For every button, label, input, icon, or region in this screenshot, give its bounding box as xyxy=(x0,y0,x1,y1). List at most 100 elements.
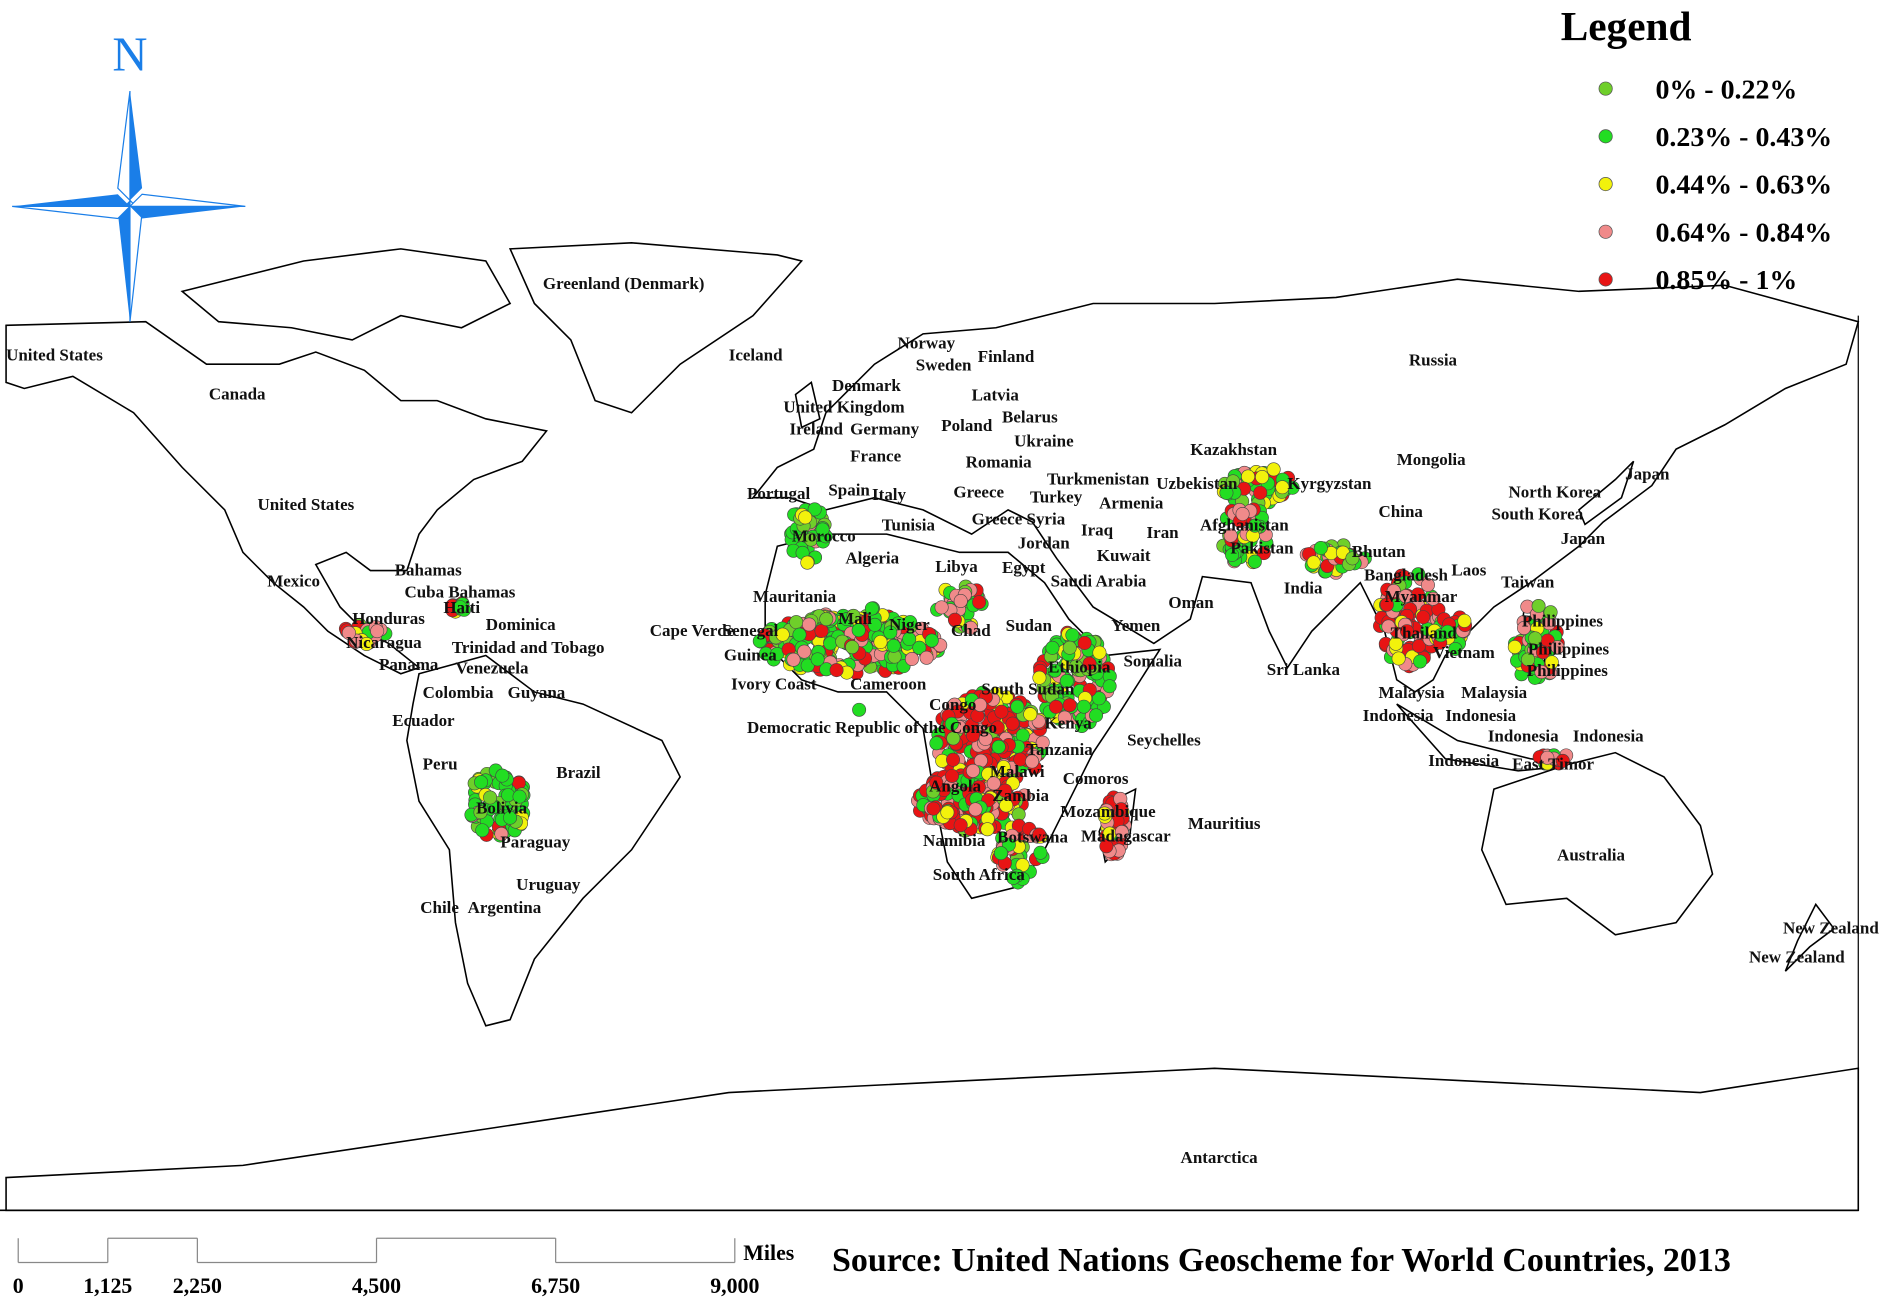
data-point xyxy=(473,805,488,820)
country-label: United Kingdom xyxy=(783,398,904,417)
data-point xyxy=(1388,636,1403,651)
country-label: Belarus xyxy=(1002,407,1058,426)
data-point xyxy=(1089,708,1104,723)
data-point xyxy=(1531,598,1546,613)
data-point xyxy=(1062,640,1077,655)
country-label: Oman xyxy=(1168,593,1214,612)
data-point xyxy=(1023,707,1038,722)
data-point xyxy=(986,776,1001,791)
data-point xyxy=(503,810,518,825)
country-label: Vietnam xyxy=(1433,643,1495,662)
scale-label: 0 xyxy=(13,1274,24,1298)
data-point xyxy=(800,658,815,673)
country-label: Turkmenistan xyxy=(1047,469,1150,488)
data-point xyxy=(973,697,988,712)
data-point xyxy=(1345,551,1360,566)
data-point xyxy=(968,802,983,817)
data-point xyxy=(815,522,830,537)
country-label: Pakistan xyxy=(1230,539,1294,558)
data-point xyxy=(1102,679,1117,694)
country-label: Haiti xyxy=(443,598,480,617)
data-point xyxy=(1426,591,1441,606)
data-point xyxy=(1219,485,1234,500)
country-label: Myanmar xyxy=(1385,587,1458,606)
country-label: Kyrgyzstan xyxy=(1287,474,1372,493)
data-point xyxy=(814,623,829,638)
data-point xyxy=(1507,640,1522,655)
country-label: Cameroon xyxy=(850,675,927,694)
country-label: Saudi Arabia xyxy=(1051,571,1147,590)
arrow-part xyxy=(12,194,130,207)
country-label: Democratic Republic of the Congo xyxy=(747,718,997,737)
data-point xyxy=(846,608,861,623)
data-point xyxy=(1420,578,1435,593)
country-label: Jordan xyxy=(1018,534,1070,553)
arrow-part xyxy=(129,198,143,322)
country-label: United States xyxy=(257,495,354,514)
legend-title: Legend xyxy=(1561,3,1692,49)
legend: 0% - 0.22% 0.23% - 0.43% 0.44% - 0.63% 0.64… xyxy=(1598,74,1832,296)
data-point xyxy=(963,620,978,635)
data-point xyxy=(947,612,962,627)
country-label: Iran xyxy=(1147,523,1180,542)
data-point xyxy=(1010,699,1025,714)
scale-unit: Miles xyxy=(743,1241,794,1265)
country-label: Tunisia xyxy=(882,516,936,535)
country-label: Bolivia xyxy=(476,798,527,817)
data-point xyxy=(1049,699,1064,714)
data-point xyxy=(1386,583,1401,598)
data-point xyxy=(1032,827,1047,842)
country-label: Argentina xyxy=(468,898,542,917)
data-points xyxy=(338,462,1574,890)
data-point xyxy=(1379,597,1394,612)
country-label: Australia xyxy=(1557,846,1625,865)
country-label: Malaysia xyxy=(1461,683,1528,702)
data-point xyxy=(512,789,527,804)
data-point xyxy=(483,790,498,805)
data-point xyxy=(1114,802,1129,817)
data-point xyxy=(1047,663,1062,678)
data-point xyxy=(999,798,1014,813)
data-point xyxy=(1005,716,1020,731)
country-label: Turkey xyxy=(1030,488,1083,507)
data-point xyxy=(1035,735,1050,750)
country-label: Iceland xyxy=(729,346,783,365)
country-label: Congo xyxy=(929,695,976,714)
data-point xyxy=(1543,605,1558,620)
country-label: Colombia xyxy=(423,683,494,702)
country-label: Portugal xyxy=(747,484,811,503)
country-label: Norway xyxy=(898,333,956,352)
country-label: Finland xyxy=(978,347,1035,366)
country-label: Trinidad and Tobago xyxy=(452,638,605,657)
data-point xyxy=(494,826,509,841)
country-label: Kazakhstan xyxy=(1190,440,1277,459)
scale-bar: 0 1,125 2,250 4,500 6,750 9,000 xyxy=(13,1237,759,1298)
country-label: Honduras xyxy=(352,609,425,628)
country-label: Peru xyxy=(423,755,458,774)
data-point xyxy=(980,822,995,837)
arctic-islands xyxy=(180,248,512,341)
data-point xyxy=(775,627,790,642)
country-label: South Korea xyxy=(1491,505,1583,524)
data-point xyxy=(1416,610,1431,625)
country-label: Madagascar xyxy=(1081,826,1171,845)
data-point xyxy=(1241,469,1256,484)
data-point xyxy=(789,615,804,630)
data-point xyxy=(944,716,959,731)
greenland xyxy=(508,241,804,414)
country-label: Afghanistan xyxy=(1200,516,1289,535)
data-point xyxy=(996,760,1011,775)
data-point xyxy=(823,636,838,651)
data-point xyxy=(802,617,817,632)
data-point xyxy=(359,637,374,652)
data-point xyxy=(1092,691,1107,706)
data-point xyxy=(1399,624,1414,639)
data-point xyxy=(873,635,888,650)
data-point xyxy=(1226,474,1241,489)
legend-label: 0.23% - 0.43% xyxy=(1655,122,1832,153)
data-point xyxy=(966,763,981,778)
country-label: Comoros xyxy=(1063,769,1129,788)
data-point xyxy=(1082,656,1097,671)
legend-label: 0.44% - 0.63% xyxy=(1655,170,1832,201)
